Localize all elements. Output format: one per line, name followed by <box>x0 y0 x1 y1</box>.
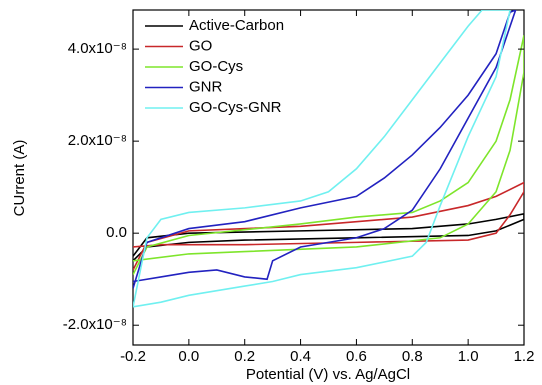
series-line <box>133 10 517 289</box>
series-line <box>133 181 524 271</box>
legend-label: GO-Cys-GNR <box>189 99 282 116</box>
x-tick-label: 1.0 <box>458 348 479 365</box>
x-axis-title: Potential (V) vs. Ag/AgCl <box>246 366 410 383</box>
y-axis-title: CUrrent (A) <box>11 140 28 217</box>
legend-label: Active-Carbon <box>189 17 284 34</box>
legend-label: GO <box>189 37 212 54</box>
x-tick-label: 1.2 <box>514 348 535 365</box>
x-tick-label: 0.0 <box>178 348 199 365</box>
x-tick-label: 0.8 <box>402 348 423 365</box>
y-tick-label: 4.0x10⁻⁸ <box>68 40 127 57</box>
legend-label: GNR <box>189 78 223 95</box>
y-tick-label: 0.0 <box>106 224 127 241</box>
x-tick-label: 0.6 <box>346 348 367 365</box>
plot-frame <box>132 9 525 346</box>
series-line <box>133 213 524 262</box>
x-tick-label: 0.2 <box>234 348 255 365</box>
y-tick-label: -2.0x10⁻⁸ <box>63 316 127 333</box>
x-tick-label: 0.4 <box>290 348 311 365</box>
curves <box>133 10 524 308</box>
series-line <box>133 10 511 308</box>
x-tick-label: -0.2 <box>120 348 146 365</box>
series-line <box>133 35 524 275</box>
y-tick-label: 2.0x10⁻⁸ <box>68 132 127 149</box>
legend-label: GO-Cys <box>189 58 243 75</box>
